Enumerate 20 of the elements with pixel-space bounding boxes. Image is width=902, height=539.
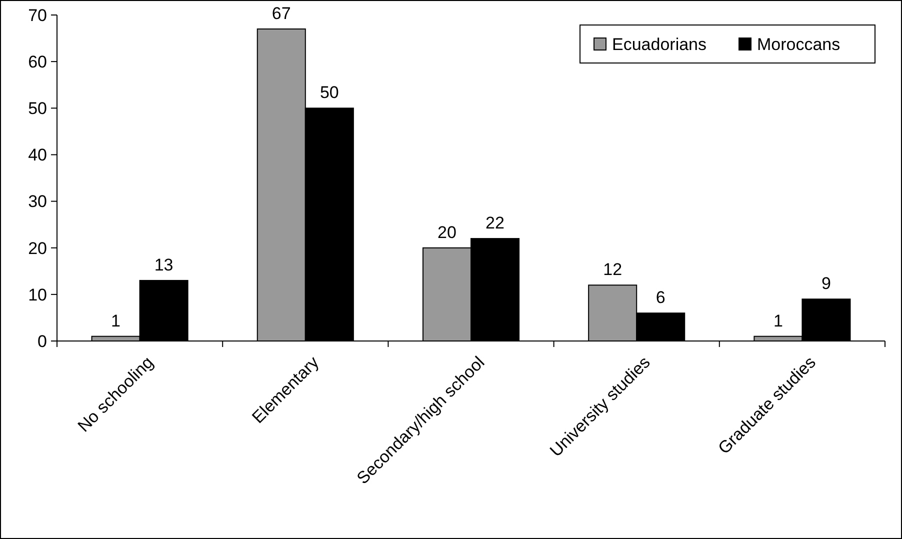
y-tick-label: 10 — [28, 285, 47, 304]
y-tick-label: 0 — [38, 332, 47, 351]
y-tick-label: 50 — [28, 99, 47, 118]
y-tick-label: 60 — [28, 52, 47, 72]
y-tick-label: 70 — [28, 6, 47, 25]
data-label: 9 — [821, 274, 831, 294]
data-label: 50 — [320, 83, 339, 102]
data-label: 6 — [656, 288, 666, 308]
data-label: 12 — [603, 260, 622, 280]
y-tick-label: 30 — [28, 192, 47, 212]
data-label: 20 — [438, 222, 456, 242]
y-tick-label: 20 — [28, 238, 47, 258]
data-label: 22 — [486, 214, 504, 233]
data-label: 13 — [154, 255, 174, 274]
legend-label: Moroccans — [757, 34, 840, 54]
data-label: 67 — [272, 4, 291, 23]
data-label: 1 — [773, 311, 783, 330]
data-label: 1 — [111, 311, 121, 330]
y-tick-label: 40 — [28, 146, 47, 165]
legend-label: Ecuadorians — [612, 34, 707, 54]
